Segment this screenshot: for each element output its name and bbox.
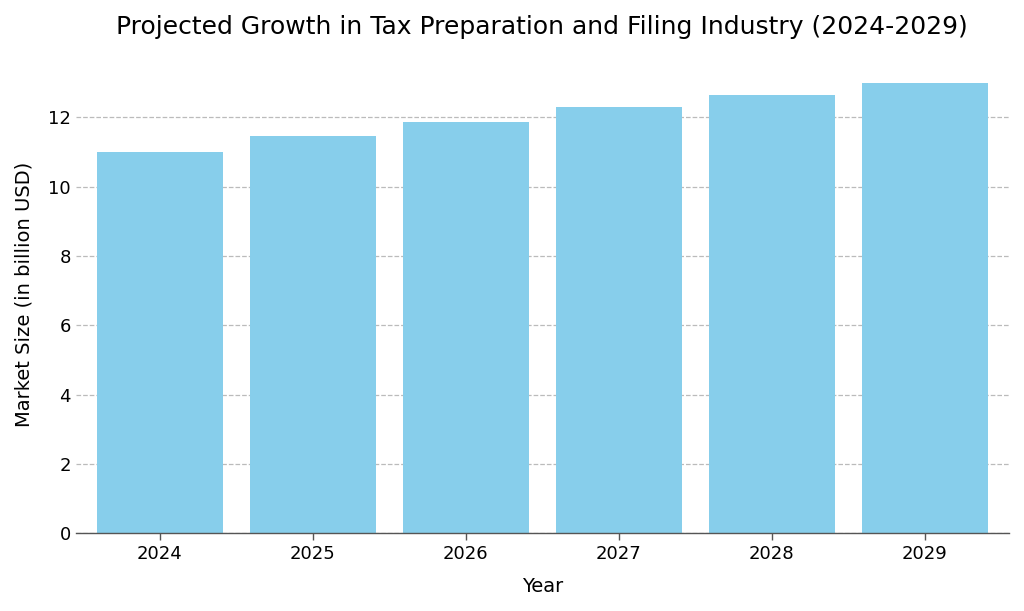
Bar bbox=[862, 82, 987, 533]
Bar bbox=[250, 136, 376, 533]
Bar bbox=[556, 107, 682, 533]
Y-axis label: Market Size (in billion USD): Market Size (in billion USD) bbox=[15, 161, 34, 426]
Bar bbox=[709, 95, 835, 533]
X-axis label: Year: Year bbox=[521, 577, 563, 596]
Title: Projected Growth in Tax Preparation and Filing Industry (2024-2029): Projected Growth in Tax Preparation and … bbox=[117, 15, 968, 39]
Bar bbox=[97, 152, 222, 533]
Bar bbox=[403, 122, 528, 533]
